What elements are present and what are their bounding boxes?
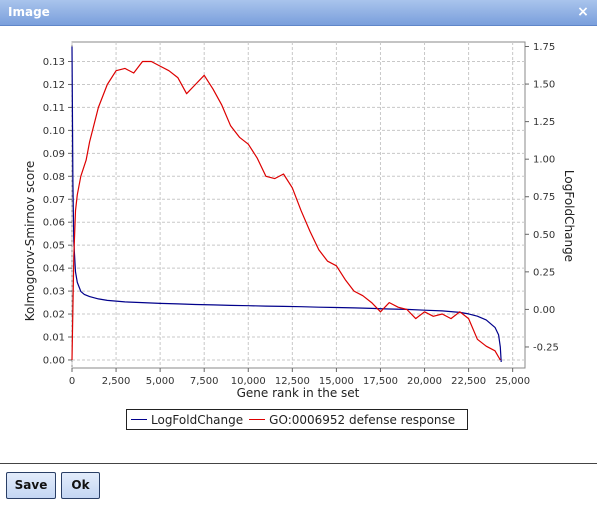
x-tick-label: 0: [69, 376, 75, 387]
x-tick-label: 20,000: [407, 376, 442, 387]
y-left-tick-label: 0.13: [43, 57, 65, 68]
y-left-tick-label: 0.12: [43, 80, 65, 91]
x-tick-label: 5,000: [146, 376, 175, 387]
y-left-tick-label: 0.00: [43, 355, 65, 366]
series-layer: [71, 46, 502, 363]
legend-swatch-defense-response: [249, 418, 266, 421]
x-tick-label: 12,500: [275, 376, 310, 387]
y-left-tick-label: 0.02: [43, 310, 65, 321]
window-titlebar: Image ×: [0, 0, 597, 26]
chart-svg: 0 2,500 5,000 7,500 10,000 12,500 15,000 17,500…: [23, 41, 576, 400]
y-left-tick-label: 0.03: [43, 287, 65, 298]
series-line-logfoldchange: [71, 46, 502, 363]
x-tick-label: 10,000: [231, 376, 266, 387]
y-left-tick-label: 0.07: [43, 195, 65, 206]
y-right-tick-label: 1.00: [533, 155, 555, 166]
x-tick-label: 15,000: [319, 376, 354, 387]
x-axis: 0 2,500 5,000 7,500 10,000 12,500 15,000 17,500…: [69, 368, 530, 387]
window-title: Image: [8, 5, 50, 19]
y-right-tick-label: 1.75: [533, 42, 555, 53]
y-left-tick-label: 0.01: [43, 333, 65, 344]
x-tick-label: 7,500: [190, 376, 219, 387]
chart-panel: 0 2,500 5,000 7,500 10,000 12,500 15,000 17,500…: [0, 26, 597, 460]
y-axis-left-label: Kolmogorov-Smirnov score: [23, 161, 37, 322]
y-right-tick-label: 0.25: [533, 267, 555, 278]
y-axis-left: 0.00 0.01 0.02 0.03 0.04 0.05 0.06 0.07 0.08 0.09…: [43, 57, 72, 366]
chart-legend: LogFoldChange GO:0006952 defense respons…: [126, 409, 468, 430]
y-right-tick-label: -0.25: [533, 342, 559, 353]
y-left-tick-label: 0.04: [43, 264, 65, 275]
y-left-tick-label: 0.05: [43, 241, 65, 252]
y-left-tick-label: 0.09: [43, 149, 65, 160]
series-line-defense-response: [71, 60, 501, 361]
grid-lines: [71, 42, 525, 368]
save-button[interactable]: Save: [6, 472, 56, 499]
y-axis-right: -0.25 0.00 0.25 0.50 0.75 1.00 1.25 1.50 1.75: [525, 42, 559, 353]
y-right-tick-label: 1.50: [533, 80, 555, 91]
legend-label-defense-response: GO:0006952 defense response: [269, 412, 456, 427]
x-tick-label: 22,500: [451, 376, 486, 387]
legend-label-logfoldchange: LogFoldChange: [151, 412, 244, 427]
x-tick-label: 17,500: [363, 376, 398, 387]
y-right-tick-label: 0.75: [533, 192, 555, 203]
ok-button[interactable]: Ok: [61, 472, 100, 499]
y-left-tick-label: 0.06: [43, 218, 65, 229]
x-tick-label: 2,500: [102, 376, 131, 387]
y-axis-right-label: LogFoldChange: [562, 170, 576, 262]
x-tick-label: 25,000: [495, 376, 530, 387]
y-left-tick-label: 0.10: [43, 126, 65, 137]
footer-divider: [0, 463, 597, 464]
y-left-tick-label: 0.08: [43, 172, 65, 183]
y-right-tick-label: 0.00: [533, 305, 555, 316]
close-icon[interactable]: ×: [577, 4, 589, 20]
legend-swatch-logfoldchange: [131, 418, 147, 421]
x-axis-label: Gene rank in the set: [237, 386, 360, 400]
y-right-tick-label: 0.50: [533, 230, 555, 241]
y-left-tick-label: 0.11: [43, 103, 65, 114]
y-right-tick-label: 1.25: [533, 117, 555, 128]
